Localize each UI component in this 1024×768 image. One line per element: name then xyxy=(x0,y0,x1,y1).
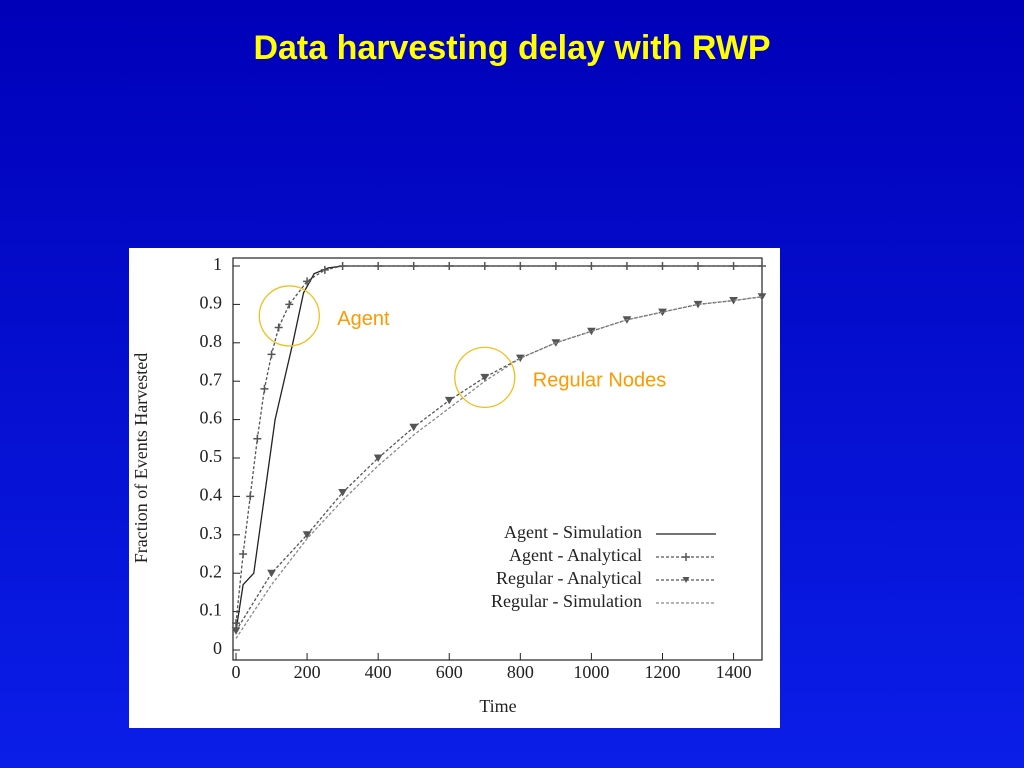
x-tick-label: 200 xyxy=(294,662,321,682)
x-axis-label: Time xyxy=(479,696,516,716)
point-marker xyxy=(758,262,766,270)
y-tick-label: 0.1 xyxy=(200,600,223,620)
series-line xyxy=(235,265,762,631)
annotation-label: Agent xyxy=(337,308,390,330)
point-marker xyxy=(373,454,383,462)
y-tick-label: 0 xyxy=(213,638,222,658)
y-tick-label: 0.8 xyxy=(200,331,223,351)
point-marker xyxy=(267,569,276,578)
y-axis-label: Fraction of Events Harvested xyxy=(131,353,151,563)
point-marker xyxy=(267,350,276,359)
point-marker xyxy=(338,262,347,270)
point-marker xyxy=(303,277,312,286)
annotation-circle xyxy=(258,285,320,347)
y-tick-label: 0.5 xyxy=(200,446,223,466)
point-marker xyxy=(622,262,631,270)
point-marker xyxy=(302,531,312,539)
point-marker xyxy=(338,489,347,497)
legend-label: Agent - Analytical xyxy=(509,545,642,565)
point-marker xyxy=(274,323,283,332)
point-marker xyxy=(444,396,454,405)
y-tick-label: 0.6 xyxy=(200,408,223,428)
point-marker xyxy=(374,262,383,270)
x-tick-label: 600 xyxy=(436,662,463,682)
y-tick-label: 0.3 xyxy=(200,523,223,543)
point-marker xyxy=(445,262,454,270)
point-marker xyxy=(587,262,596,270)
point-marker xyxy=(253,434,262,443)
y-tick-label: 0.9 xyxy=(200,293,223,313)
point-marker xyxy=(285,300,294,309)
annotation-circle xyxy=(454,346,516,409)
chart-panel xyxy=(129,248,780,728)
point-marker xyxy=(320,265,329,274)
plot-frame xyxy=(232,257,763,661)
point-marker xyxy=(260,384,269,393)
x-tick-label: 400 xyxy=(365,662,392,682)
x-tick-label: 800 xyxy=(507,662,534,682)
x-tick-label: 1400 xyxy=(716,662,752,682)
point-marker xyxy=(409,423,419,432)
point-marker xyxy=(246,492,255,501)
legend-marker xyxy=(682,577,690,583)
point-marker xyxy=(480,262,489,270)
series-line xyxy=(235,296,763,639)
point-marker xyxy=(551,262,560,270)
x-tick-label: 1000 xyxy=(573,662,609,682)
legend-label: Regular - Analytical xyxy=(496,568,642,588)
legend-label: Agent - Simulation xyxy=(504,522,642,542)
point-marker xyxy=(729,262,738,270)
chart-title: Data harvesting delay with RWP xyxy=(253,29,770,67)
y-tick-label: 1 xyxy=(213,254,222,274)
y-tick-label: 0.4 xyxy=(200,485,223,505)
legend-label: Regular - Simulation xyxy=(491,591,642,611)
legend-marker xyxy=(682,553,690,561)
point-marker xyxy=(232,619,240,628)
point-marker xyxy=(694,262,703,270)
point-marker xyxy=(658,262,667,270)
point-marker xyxy=(409,262,418,270)
annotation-label: Regular Nodes xyxy=(533,370,666,392)
x-tick-label: 1200 xyxy=(644,662,680,682)
y-tick-label: 0.2 xyxy=(200,561,223,581)
point-marker xyxy=(516,262,525,270)
x-tick-label: 0 xyxy=(232,662,241,682)
y-tick-label: 0.7 xyxy=(200,369,223,389)
point-marker xyxy=(231,627,241,635)
point-marker xyxy=(480,373,490,382)
point-marker xyxy=(239,550,248,558)
